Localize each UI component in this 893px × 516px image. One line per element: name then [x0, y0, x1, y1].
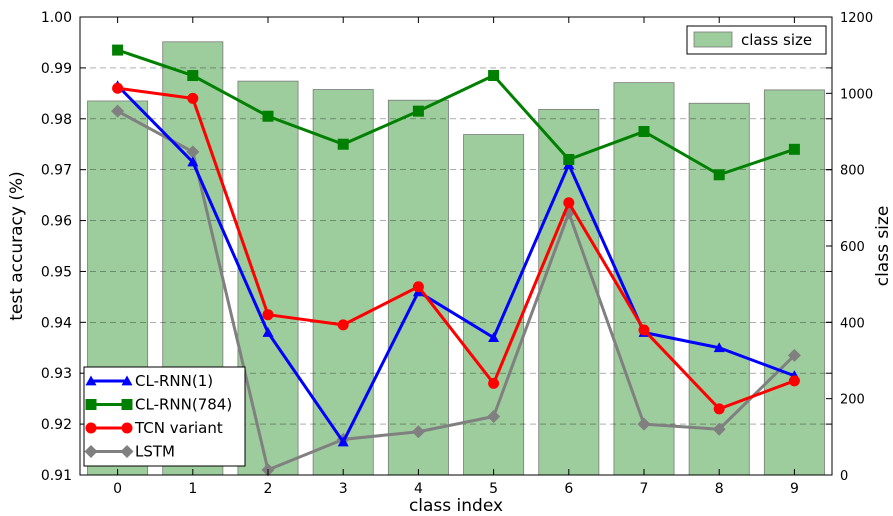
y-right-tick-label: 400 [840, 316, 865, 331]
series-point [713, 342, 725, 353]
y-right-tick-label: 0 [840, 469, 848, 484]
series-point [262, 327, 274, 337]
series-point [713, 403, 725, 415]
x-tick-label: 8 [715, 481, 724, 497]
series-line-lstm [116, 109, 796, 472]
series-point [112, 82, 124, 94]
legend-class-size: class size [686, 25, 827, 55]
series-point [187, 92, 199, 104]
x-tick-label: 6 [564, 481, 573, 497]
series-point [121, 399, 133, 410]
series-point [637, 417, 651, 431]
legend-label: CL-RNN(784) [135, 396, 232, 414]
legend-swatch-class-size [693, 31, 733, 48]
y-left-tick-label: 0.92 [41, 417, 72, 433]
series-point [787, 348, 801, 362]
bar-class-size [237, 80, 299, 476]
x-tick-label: 7 [640, 481, 649, 497]
series-point [121, 375, 133, 386]
series-point [488, 332, 500, 342]
y-left-tick-label: 0.93 [41, 366, 72, 382]
series-point [713, 169, 725, 181]
y-right-tick-label: 200 [840, 393, 865, 408]
series-point [487, 409, 501, 423]
series-point [638, 324, 650, 336]
y-right-tick-label: 800 [840, 164, 865, 179]
series-point [488, 70, 500, 82]
series-point [411, 425, 425, 439]
y-right-tick-label: 600 [840, 240, 865, 255]
series-point [262, 110, 274, 122]
x-tick-label: 4 [414, 481, 423, 497]
series-point [120, 445, 134, 458]
y-right-tick-label: 1000 [840, 87, 873, 102]
series-point [85, 399, 97, 410]
y-axis-right-label: class size [873, 206, 893, 287]
series-point [638, 126, 650, 137]
series-point [412, 281, 424, 293]
y-left-tick-label: 0.97 [41, 163, 72, 179]
series-line-tcn-variant [117, 86, 795, 411]
series-point [112, 44, 124, 56]
series-point [563, 153, 575, 165]
y-left-tick-label: 0.98 [41, 112, 72, 128]
series-point [111, 104, 125, 118]
series-point [85, 422, 97, 434]
bar-class-size [688, 102, 750, 476]
series-line-cl-rnn-1- [116, 84, 795, 444]
y-left-tick-label: 0.95 [41, 264, 72, 280]
series-point [788, 143, 800, 155]
lines-layer [111, 44, 801, 477]
x-tick-label: 0 [113, 481, 122, 497]
legend-label: TCN variant [134, 419, 223, 437]
series-point [121, 422, 133, 434]
y-right-tick-label: 1200 [840, 11, 873, 26]
y-left-tick-label: 0.91 [41, 468, 72, 484]
x-tick-label: 9 [790, 481, 799, 497]
x-tick-label: 1 [188, 481, 197, 497]
series-point [563, 197, 575, 209]
y-left-tick-label: 1.00 [41, 10, 72, 26]
series-point [186, 145, 200, 159]
series-point [187, 156, 199, 167]
series-point [337, 436, 349, 447]
y-axis-left-label: test accuracy (%) [7, 171, 27, 321]
series-point [488, 377, 500, 389]
series-point [337, 319, 349, 331]
x-tick-label: 3 [339, 481, 348, 497]
x-tick-label: 2 [264, 481, 273, 497]
x-tick-label: 5 [489, 481, 498, 497]
legend-label: CL-RNN(1) [135, 372, 213, 390]
series-point [84, 445, 98, 458]
legend-box [83, 366, 246, 467]
series-point [85, 375, 97, 386]
legend-label-class-size: class size [741, 31, 812, 49]
bar-class-size [613, 82, 675, 476]
y-left-tick-label: 0.94 [41, 315, 72, 331]
series-point [712, 422, 726, 436]
series-point [187, 70, 199, 82]
series-point [788, 375, 800, 387]
series-point [262, 309, 274, 321]
y-left-tick-label: 0.99 [41, 61, 72, 77]
axes-layer: 0.91 0.92 0.93 0.94 0.95 0.96 0.97 0.98 0.99 1.00… [41, 10, 873, 497]
legend-series: CL-RNN(1) CL-RNN(784) TCN variant LSTM [83, 366, 246, 467]
series-point [412, 105, 424, 117]
legend-label: LSTM [135, 443, 175, 461]
series-line-cl-rnn-784- [117, 48, 795, 177]
x-axis-label: class index [409, 496, 503, 516]
series-point [337, 138, 349, 150]
y-left-tick-label: 0.96 [41, 214, 72, 230]
